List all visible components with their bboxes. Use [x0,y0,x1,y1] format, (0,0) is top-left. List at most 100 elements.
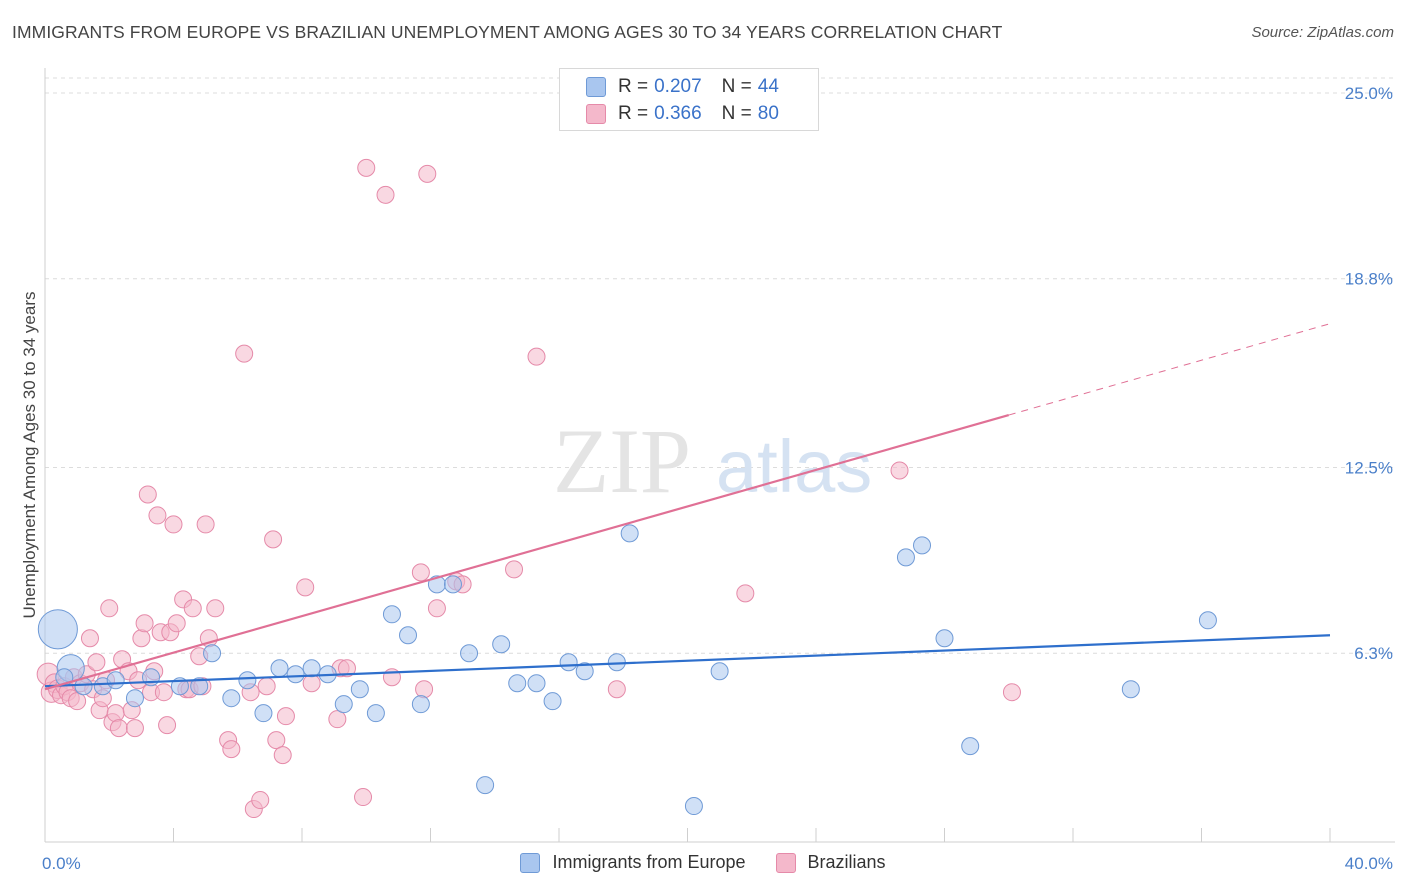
brazil-point [107,705,124,722]
europe-point [1122,681,1139,698]
europe-point [936,630,953,647]
europe-point [897,549,914,566]
europe-points [38,525,1216,815]
europe-point [493,636,510,653]
europe-point [477,777,494,794]
europe-legend-swatch [520,853,540,873]
europe-point [528,675,545,692]
brazil-point [329,711,346,728]
brazil-point [184,600,201,617]
brazil-point [81,630,98,647]
europe-point [239,672,256,689]
watermark-atlas: atlas [716,425,872,508]
europe-swatch [586,77,606,97]
europe-point [509,675,526,692]
europe-point [685,798,702,815]
brazil-swatch [586,104,606,124]
brazil-point [608,681,625,698]
legend-europe-label: Immigrants from Europe [552,852,745,873]
brazil-point [377,186,394,203]
legend-row-brazil: R = 0.366 N = 80 [586,102,779,126]
brazil-point [110,720,127,737]
legend-brazil-r-value: 0.366 [654,103,702,125]
europe-point [1199,612,1216,629]
brazil-point [207,600,224,617]
europe-point [335,696,352,713]
brazil-point [159,717,176,734]
brazil-point [412,564,429,581]
y-tick-label: 25.0% [1345,84,1393,103]
trend-layer [45,324,1330,690]
europe-point [107,672,124,689]
brazil-point [419,165,436,182]
correlation-legend: R = 0.207 N = 44 R = 0.366 N = 80 [559,68,819,131]
brazil-trend-line [45,415,1009,689]
europe-point [400,627,417,644]
europe-point [544,693,561,710]
brazil-point [358,159,375,176]
legend-europe-n-value: 44 [758,76,779,98]
brazil-point [168,615,185,632]
grid-layer [45,78,1395,653]
legend-brazil-label: Brazilians [808,852,886,873]
legend-europe-r-value: 0.207 [654,76,702,98]
legend-brazil-n-value: 80 [758,103,779,125]
brazil-point [136,615,153,632]
europe-point [126,690,143,707]
brazil-point [69,693,86,710]
europe-point [38,610,77,649]
brazil-point [165,516,182,533]
europe-point [351,681,368,698]
brazil-point [236,345,253,362]
brazil-point [155,684,172,701]
brazil-point [101,600,118,617]
watermark-zip: ZIP [553,410,691,512]
europe-point [287,666,304,683]
y-tick-label: 6.3% [1354,644,1393,663]
europe-point [367,705,384,722]
brazil-point [88,654,105,671]
europe-trend-line [45,635,1330,686]
brazil-point [1003,684,1020,701]
scatter-plot: ZIP atlas 6.3%12.5%18.8%25.0%0.0% 40.0% [0,0,1406,892]
europe-point [303,660,320,677]
brazil-point [737,585,754,602]
brazil-trend-extension [1009,324,1330,415]
europe-point [412,696,429,713]
brazil-point [258,678,275,695]
brazil-point [416,681,433,698]
legend-item-brazil[interactable]: Brazilians [776,852,886,873]
brazil-point [268,732,285,749]
series-legend: Immigrants from Europe Brazilians [0,852,1406,873]
brazil-points [37,159,1020,817]
legend-r-label: R = [618,76,648,98]
legend-item-europe[interactable]: Immigrants from Europe [520,852,745,873]
brazil-point [126,720,143,737]
brazil-point [252,792,269,809]
brazil-point [303,675,320,692]
legend-n-label: N = [722,103,752,125]
legend-row-europe: R = 0.207 N = 44 [586,75,779,99]
brazil-point [528,348,545,365]
y-tick-label: 12.5% [1345,458,1393,477]
brazil-point [197,516,214,533]
europe-point [711,663,728,680]
brazil-point [891,462,908,479]
legend-r-label: R = [618,103,648,125]
brazil-point [223,741,240,758]
europe-point [461,645,478,662]
brazil-point [149,507,166,524]
europe-point [444,576,461,593]
europe-point [204,645,221,662]
europe-point [962,738,979,755]
europe-point [383,606,400,623]
brazil-point [506,561,523,578]
europe-point [914,537,931,554]
brazil-point [355,789,372,806]
brazil-point [428,600,445,617]
y-tick-label: 18.8% [1345,270,1393,289]
europe-point [621,525,638,542]
brazil-point [139,486,156,503]
europe-point [271,660,288,677]
brazil-point [133,630,150,647]
